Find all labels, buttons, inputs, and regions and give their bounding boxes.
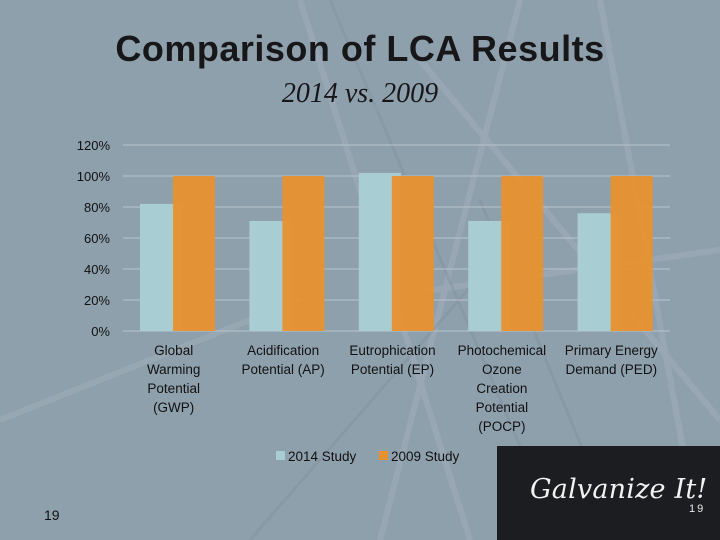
bar-2009-4 bbox=[610, 176, 653, 331]
y-tick-label: 80% bbox=[84, 200, 110, 215]
y-tick-label: 120% bbox=[77, 138, 111, 153]
x-tick-label: Photochemical Ozone Creation Potential (POCP… bbox=[458, 343, 547, 434]
brand-logo-text: Galvanize It! bbox=[530, 474, 708, 505]
x-tick-label: Primary Energy Demand (PED) bbox=[565, 343, 658, 377]
slide-page-number: 19 bbox=[44, 507, 60, 523]
bar-2009-2 bbox=[391, 176, 434, 331]
legend-label: 2009 Study bbox=[391, 449, 460, 464]
x-tick-label: Eutrophication Potential (EP) bbox=[349, 343, 435, 377]
y-tick-label: 0% bbox=[91, 324, 110, 339]
bar-2009-0 bbox=[173, 176, 215, 331]
x-tick-label: Acidification Potential (AP) bbox=[241, 343, 324, 377]
y-tick-label: 40% bbox=[84, 262, 110, 277]
y-tick-label: 20% bbox=[84, 293, 110, 308]
bar-2009-3 bbox=[501, 176, 544, 331]
legend-swatch-2014 bbox=[276, 451, 285, 460]
legend-label: 2014 Study bbox=[288, 449, 357, 464]
y-tick-label: 100% bbox=[77, 169, 111, 184]
y-tick-label: 60% bbox=[84, 231, 110, 246]
x-tick-label: Global Warming Potential (GWP) bbox=[147, 343, 201, 415]
bar-2009-1 bbox=[282, 176, 325, 331]
brand-panel bbox=[497, 446, 720, 540]
slide-subtitle: 2014 vs. 2009 bbox=[281, 78, 439, 109]
brand-page-number: 19 bbox=[689, 503, 706, 515]
legend-swatch-2009 bbox=[379, 451, 388, 460]
slide-title: Comparison of LCA Results bbox=[115, 28, 605, 69]
